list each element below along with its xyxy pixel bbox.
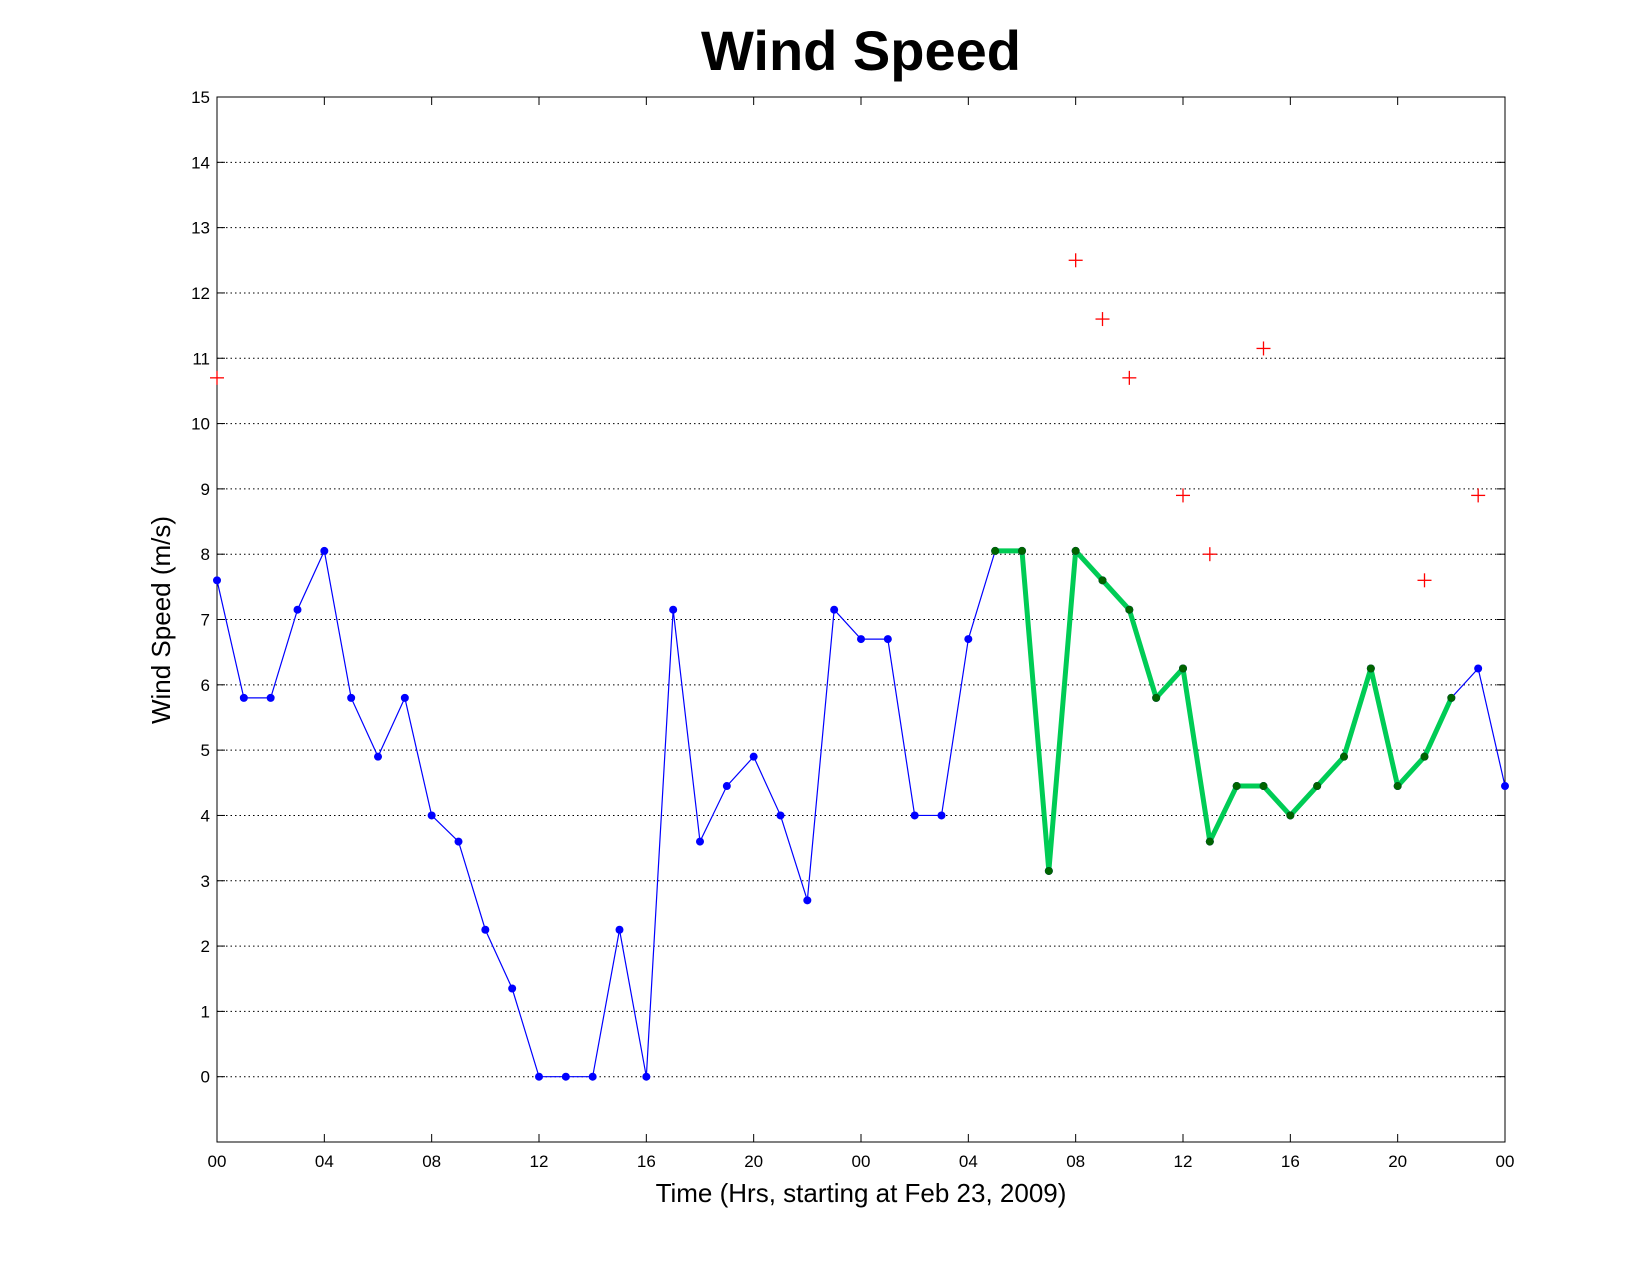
x-axis-label: Time (Hrs, starting at Feb 23, 2009) (656, 1178, 1067, 1208)
x-tick-label: 20 (744, 1152, 763, 1171)
data-point-red-plus (1176, 488, 1190, 503)
x-tick-label: 00 (208, 1152, 227, 1171)
data-point-blue (535, 1072, 543, 1081)
data-point-green (1232, 782, 1241, 791)
x-tick-label: 08 (422, 1152, 441, 1171)
y-tick-label: 4 (201, 806, 210, 825)
y-tick-label: 10 (191, 415, 210, 434)
x-tick-label: 00 (1496, 1152, 1515, 1171)
data-point-blue (320, 546, 329, 555)
y-tick-label: 12 (191, 284, 210, 303)
data-point-green (1366, 664, 1375, 673)
data-point-blue (615, 925, 624, 934)
data-point-blue (722, 782, 731, 791)
data-point-blue (427, 811, 436, 820)
data-point-green (1044, 866, 1053, 875)
data-point-blue (293, 605, 302, 614)
data-point-green (1393, 782, 1402, 791)
data-point-green (1420, 752, 1429, 761)
data-point-red-plus (210, 370, 224, 385)
data-point-blue (454, 837, 463, 846)
data-point-blue (508, 984, 517, 993)
y-tick-label: 15 (191, 88, 210, 107)
data-point-blue (374, 752, 382, 761)
data-point-blue (481, 925, 490, 934)
x-tick-label: 20 (1388, 1152, 1407, 1171)
data-point-blue (910, 811, 919, 820)
data-point-red-plus (1068, 253, 1083, 268)
data-point-red-plus (1122, 370, 1137, 385)
y-tick-label: 3 (201, 872, 210, 891)
data-point-green (1098, 576, 1107, 585)
data-point-red-plus (1471, 488, 1486, 503)
y-tick-label: 9 (201, 480, 210, 499)
data-point-green (1125, 605, 1134, 614)
x-tick-label: 12 (530, 1152, 549, 1171)
data-point-blue (669, 605, 678, 614)
y-tick-label: 11 (192, 349, 210, 368)
series-line-blue (216, 548, 1506, 1078)
x-tick-label: 04 (959, 1152, 978, 1171)
data-point-green (1286, 811, 1295, 820)
data-point-blue (696, 837, 704, 846)
y-tick-label: 5 (201, 741, 210, 760)
x-tick-label: 16 (637, 1152, 656, 1171)
data-point-blue (561, 1072, 570, 1081)
data-point-green (1205, 837, 1214, 846)
x-tick-label: 04 (315, 1152, 334, 1171)
data-point-blue (964, 635, 973, 644)
data-point-green (1259, 782, 1268, 791)
data-point-green (1152, 693, 1161, 702)
data-point-blue (937, 811, 946, 820)
data-point-blue (266, 693, 275, 702)
data-point-red-plus (1202, 547, 1217, 562)
data-point-blue (857, 635, 865, 644)
data-point-green (1018, 546, 1026, 555)
chart-title: Wind Speed (701, 19, 1021, 82)
data-point-blue (347, 693, 356, 702)
data-point-red-plus (1256, 341, 1271, 356)
x-tick-label: 00 (852, 1152, 871, 1171)
data-point-blue (803, 896, 812, 905)
data-point-blue (213, 576, 221, 585)
y-tick-label: 13 (191, 219, 210, 238)
data-point-blue (883, 635, 892, 644)
data-point-green (1340, 752, 1348, 761)
data-point-blue (776, 811, 785, 820)
y-tick-label: 0 (201, 1068, 210, 1087)
data-point-blue (1474, 664, 1483, 673)
y-tick-label: 6 (201, 676, 210, 695)
data-point-blue (749, 752, 758, 761)
y-tick-label: 7 (201, 611, 210, 630)
data-point-blue (830, 605, 839, 614)
data-point-green (1313, 782, 1322, 791)
y-axis-label: Wind Speed (m/s) (146, 516, 176, 724)
x-tick-label: 16 (1281, 1152, 1300, 1171)
data-point-green (991, 546, 1000, 555)
y-tick-label: 2 (201, 937, 210, 956)
x-tick-label: 12 (1174, 1152, 1193, 1171)
data-point-red-plus (1417, 573, 1432, 588)
data-point-green (1071, 546, 1080, 555)
data-point-blue (588, 1072, 597, 1081)
data-point-blue (239, 693, 248, 702)
y-tick-label: 14 (191, 153, 210, 172)
data-point-green (1179, 664, 1187, 673)
data-point-blue (1501, 782, 1509, 791)
data-point-red-plus (1095, 312, 1110, 327)
x-tick-label: 08 (1066, 1152, 1085, 1171)
data-point-green (1447, 693, 1456, 702)
data-point-blue (400, 693, 409, 702)
data-series (210, 253, 1509, 1081)
y-tick-label: 8 (201, 545, 210, 564)
y-tick-label: 1 (201, 1002, 210, 1021)
data-point-blue (642, 1072, 651, 1081)
grid-lines (217, 161, 1505, 1078)
series-line-green (995, 548, 1454, 874)
